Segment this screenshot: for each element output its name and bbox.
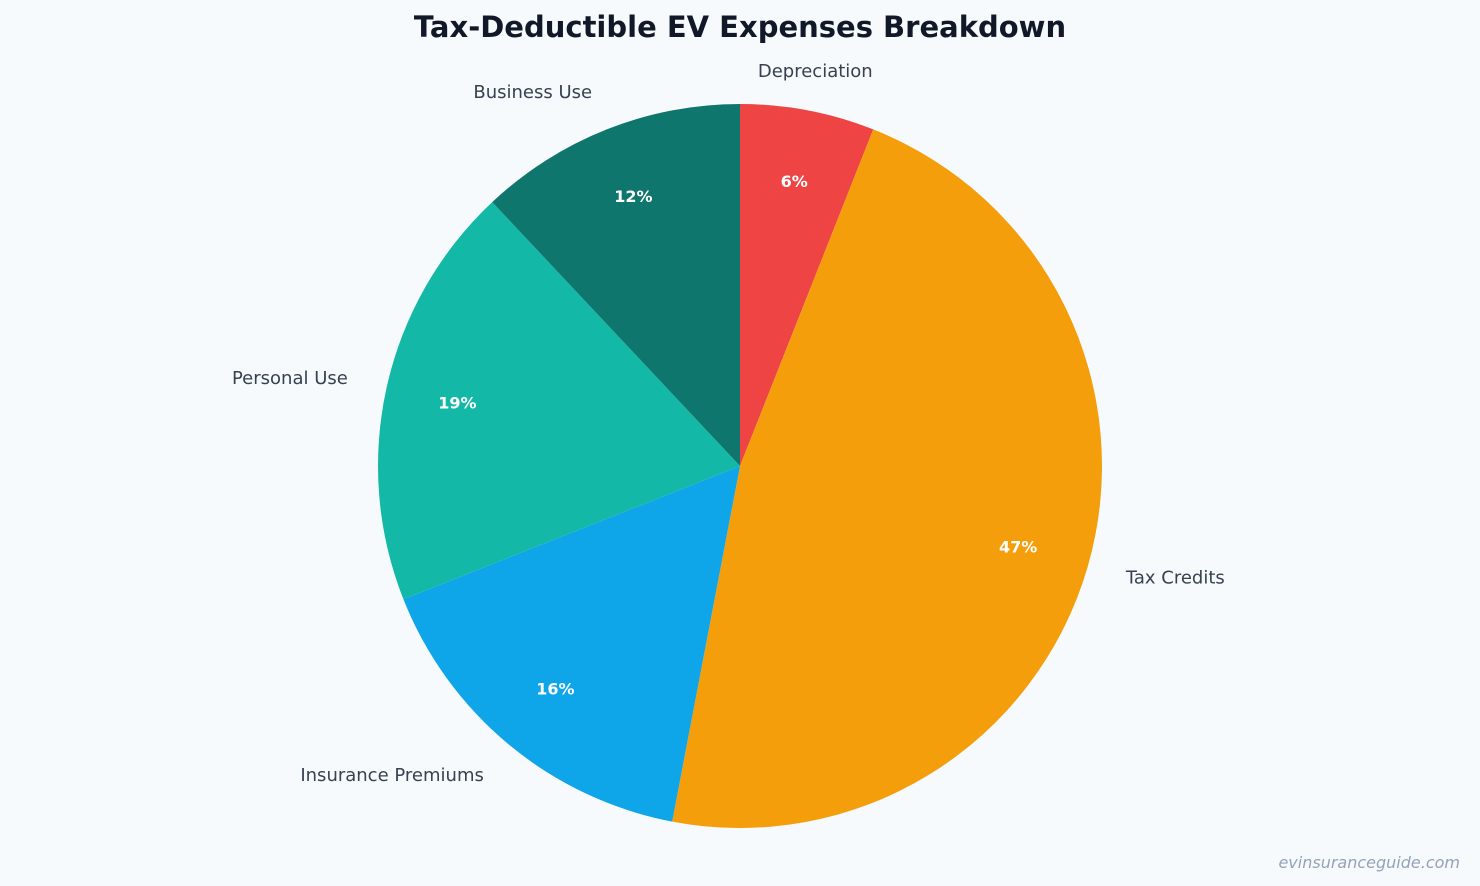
slice-label-business-use: Business Use: [473, 82, 592, 103]
watermark: evinsuranceguide.com: [1278, 853, 1460, 872]
pie-slice-business-use: [492, 104, 740, 466]
pie-slice-personal-use: [378, 202, 740, 600]
labels-layer: 6% Depreciation 47% Tax Credits 16% Insurance…: [232, 61, 1225, 786]
slice-percent-insurance-premiums: 16%: [536, 680, 574, 699]
slice-label-personal-use: Personal Use: [232, 368, 348, 389]
slice-label-depreciation: Depreciation: [758, 61, 873, 82]
slice-percent-business-use: 12%: [614, 187, 652, 206]
slice-label-insurance-premiums: Insurance Premiums: [300, 765, 484, 786]
slice-label-tax-credits: Tax Credits: [1125, 568, 1225, 589]
slice-percent-personal-use: 19%: [438, 393, 476, 412]
pie-slice-tax-credits: [672, 129, 1103, 829]
slice-percent-depreciation: 6%: [781, 172, 808, 191]
slices-layer: [378, 104, 1103, 829]
pie-slice-depreciation: [740, 104, 874, 466]
slice-percent-tax-credits: 47%: [999, 537, 1037, 556]
pie-slice-insurance-premiums: [403, 466, 740, 822]
chart-title: Tax-Deductible EV Expenses Breakdown: [414, 10, 1066, 44]
